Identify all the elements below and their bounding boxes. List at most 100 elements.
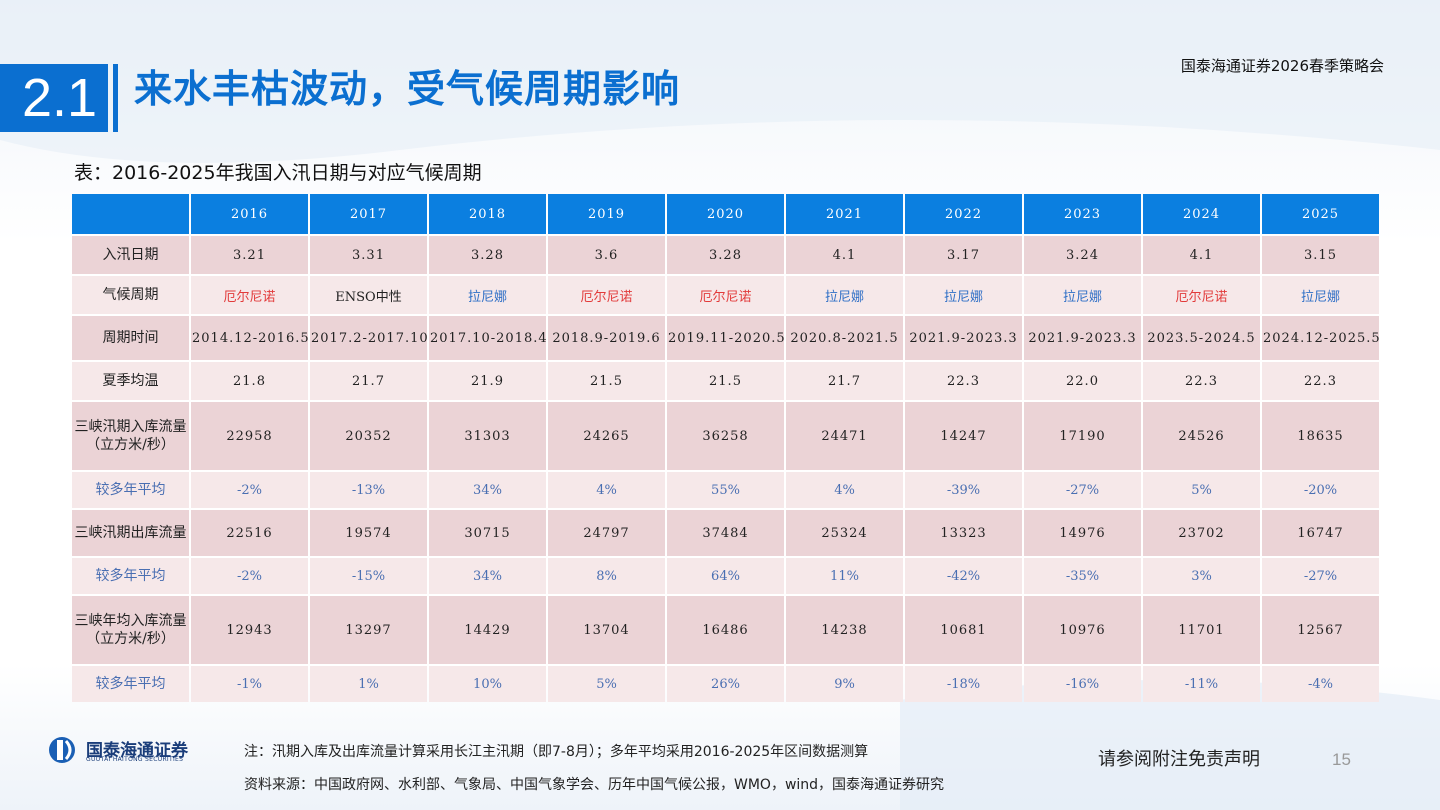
table-cell: 11701 bbox=[1143, 596, 1260, 664]
table-cell: -2% bbox=[191, 558, 308, 594]
table-cell: 22.3 bbox=[905, 362, 1022, 400]
table-cell: 2019.11-2020.5 bbox=[667, 316, 785, 360]
year-header-2016: 2016 bbox=[191, 194, 308, 234]
table-cell: 10% bbox=[429, 666, 546, 702]
table-cell: 34% bbox=[429, 558, 546, 594]
year-header-2024: 2024 bbox=[1143, 194, 1260, 234]
year-header-2023: 2023 bbox=[1024, 194, 1141, 234]
table-cell: 厄尔尼诺 bbox=[667, 276, 784, 314]
table-cell: 14429 bbox=[429, 596, 546, 664]
table-cell: 2024.12-2025.5 bbox=[1262, 316, 1380, 360]
table-cell: 22516 bbox=[191, 510, 308, 556]
year-header-2021: 2021 bbox=[786, 194, 903, 234]
logo-name: 国泰海通证券 bbox=[86, 741, 188, 761]
table-cell: -20% bbox=[1262, 472, 1379, 508]
table-cell: 23702 bbox=[1143, 510, 1260, 556]
table-cell: 12567 bbox=[1262, 596, 1379, 664]
row-label: 周期时间 bbox=[72, 316, 189, 360]
year-header-2018: 2018 bbox=[429, 194, 546, 234]
table-cell: 24797 bbox=[548, 510, 665, 556]
table-row: 三峡汛期入库流量（立方米/秒） 22958 20352 31303 24265 36258… bbox=[72, 402, 1379, 470]
table-cell: 厄尔尼诺 bbox=[1143, 276, 1260, 314]
table-row: 周期时间 2014.12-2016.5 2017.2-2017.10 2017.10-… bbox=[72, 316, 1380, 360]
year-header-2020: 2020 bbox=[667, 194, 784, 234]
flood-season-table: 2016 2017 2018 2019 2020 2021 2022 2023 2024 2025… bbox=[70, 192, 1381, 704]
table-cell: 3.28 bbox=[667, 236, 784, 274]
table-cell: 37484 bbox=[667, 510, 784, 556]
table-cell: 3.21 bbox=[191, 236, 308, 274]
table-cell: 25324 bbox=[786, 510, 903, 556]
table-cell: 22958 bbox=[191, 402, 308, 470]
table-cell: 10681 bbox=[905, 596, 1022, 664]
table-cell: 21.7 bbox=[786, 362, 903, 400]
row-label: 较多年平均 bbox=[72, 666, 189, 702]
table-cell: 2014.12-2016.5 bbox=[191, 316, 309, 360]
event-name: 国泰海通证券2026春季策略会 bbox=[1180, 57, 1384, 75]
row-label: 三峡年均入库流量（立方米/秒） bbox=[72, 596, 189, 664]
table-cell: 18635 bbox=[1262, 402, 1379, 470]
table-cell: 2021.9-2023.3 bbox=[905, 316, 1022, 360]
table-cell: 10976 bbox=[1024, 596, 1141, 664]
table-cell: 21.9 bbox=[429, 362, 546, 400]
table-row: 入汛日期 3.21 3.31 3.28 3.6 3.28 4.1 3.17 3.24 4.1 3.1… bbox=[72, 236, 1379, 274]
table-cell: 21.5 bbox=[548, 362, 665, 400]
table-cell: 12943 bbox=[191, 596, 308, 664]
table-cell: 3.15 bbox=[1262, 236, 1379, 274]
table-cell: 1% bbox=[310, 666, 427, 702]
table-cell: -15% bbox=[310, 558, 427, 594]
table-cell: -16% bbox=[1024, 666, 1141, 702]
table-cell: -11% bbox=[1143, 666, 1260, 702]
table-cell: 3.28 bbox=[429, 236, 546, 274]
table-cell: 22.0 bbox=[1024, 362, 1141, 400]
table-cell: 64% bbox=[667, 558, 784, 594]
year-header-2022: 2022 bbox=[905, 194, 1022, 234]
table-cell: 13297 bbox=[310, 596, 427, 664]
section-number: 2.1 bbox=[0, 64, 108, 132]
table-cell: 24265 bbox=[548, 402, 665, 470]
table-cell: 8% bbox=[548, 558, 665, 594]
table-cell: -27% bbox=[1024, 472, 1141, 508]
header-divider bbox=[113, 64, 118, 132]
table-cell: 拉尼娜 bbox=[1024, 276, 1141, 314]
table-row: 较多年平均 -1% 1% 10% 5% 26% 9% -18% -16% -11% -4% bbox=[72, 666, 1379, 702]
table-cell: 30715 bbox=[429, 510, 546, 556]
corner-cell bbox=[72, 194, 189, 234]
table-cell: 2020.8-2021.5 bbox=[786, 316, 903, 360]
table-cell: 22.3 bbox=[1143, 362, 1260, 400]
table-cell: 14976 bbox=[1024, 510, 1141, 556]
data-source: 资料来源：中国政府网、水利部、气象局、中国气象学会、历年中国气候公报，WMO，w… bbox=[244, 777, 945, 793]
table-cell: 16486 bbox=[667, 596, 784, 664]
table-cell: 2018.9-2019.6 bbox=[548, 316, 665, 360]
table-cell: -27% bbox=[1262, 558, 1379, 594]
table-cell: 24526 bbox=[1143, 402, 1260, 470]
table-caption: 表：2016-2025年我国入汛日期与对应气候周期 bbox=[74, 162, 482, 184]
row-label: 气候周期 bbox=[72, 276, 189, 314]
table-cell: -13% bbox=[310, 472, 427, 508]
year-header-2025: 2025 bbox=[1262, 194, 1379, 234]
page-title: 来水丰枯波动，受气候周期影响 bbox=[134, 67, 681, 111]
table-cell: 36258 bbox=[667, 402, 784, 470]
table-cell: 55% bbox=[667, 472, 784, 508]
row-label: 较多年平均 bbox=[72, 558, 189, 594]
row-label: 三峡汛期入库流量（立方米/秒） bbox=[72, 402, 189, 470]
table-cell: 19574 bbox=[310, 510, 427, 556]
table-row: 较多年平均 -2% -13% 34% 4% 55% 4% -39% -27% 5% -20% bbox=[72, 472, 1379, 508]
table-cell: 3.6 bbox=[548, 236, 665, 274]
table-cell: 5% bbox=[548, 666, 665, 702]
table-cell: 拉尼娜 bbox=[905, 276, 1022, 314]
logo-english-name: GUOTAI HAITONG SECURITIES bbox=[86, 756, 184, 763]
table-cell: 13704 bbox=[548, 596, 665, 664]
table-cell: 厄尔尼诺 bbox=[191, 276, 308, 314]
disclaimer-link[interactable]: 请参阅附注免责声明 bbox=[1098, 749, 1260, 770]
table-cell: 3.17 bbox=[905, 236, 1022, 274]
table-cell: 拉尼娜 bbox=[786, 276, 903, 314]
table-cell: 拉尼娜 bbox=[429, 276, 546, 314]
table-cell: -2% bbox=[191, 472, 308, 508]
table-cell: 21.7 bbox=[310, 362, 427, 400]
header-row: 2016 2017 2018 2019 2020 2021 2022 2023 2024 2025 bbox=[72, 194, 1379, 234]
table-row: 三峡年均入库流量（立方米/秒） 12943 13297 14429 13704 16486… bbox=[72, 596, 1379, 664]
table-cell: 31303 bbox=[429, 402, 546, 470]
table-row: 气候周期 厄尔尼诺 ENSO中性 拉尼娜 厄尔尼诺 厄尔尼诺 拉尼娜 拉尼娜 拉尼娜 厄尔尼诺 拉尼… bbox=[72, 276, 1379, 314]
year-header-2017: 2017 bbox=[310, 194, 427, 234]
table-cell: 34% bbox=[429, 472, 546, 508]
